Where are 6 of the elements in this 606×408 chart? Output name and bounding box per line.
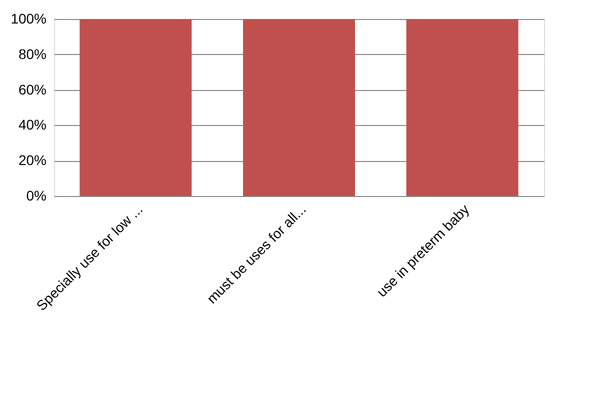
y-tick-label: 80% xyxy=(18,46,46,62)
y-tick-label: 40% xyxy=(18,116,46,133)
y-tick-label: 100% xyxy=(10,10,46,26)
y-tick-label: 60% xyxy=(18,81,46,98)
y-tick-label: 0% xyxy=(26,188,46,204)
y-tick-label: 20% xyxy=(18,152,46,168)
